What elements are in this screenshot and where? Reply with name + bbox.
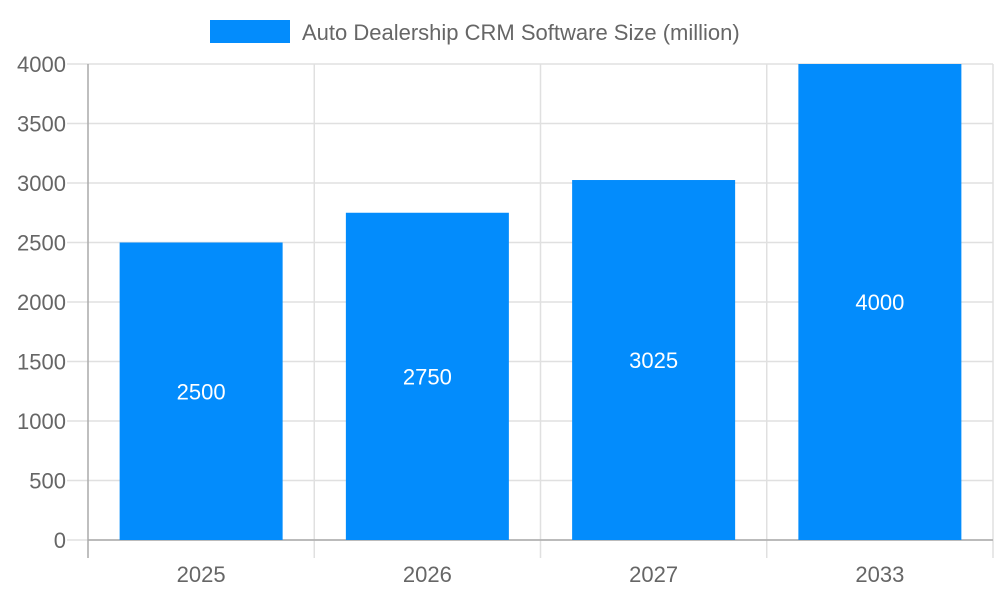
bar-2025[interactable] bbox=[119, 242, 283, 541]
y-tick-label: 1000 bbox=[17, 409, 66, 434]
y-tick-label: 2500 bbox=[17, 231, 66, 256]
x-tick-label: 2033 bbox=[855, 562, 904, 587]
legend-swatch bbox=[210, 20, 290, 43]
grid: 0 500 1000 1500 2000 2500 3000 3500 4000 bbox=[17, 52, 994, 558]
x-tick-label: 2025 bbox=[177, 562, 226, 587]
legend-label: Auto Dealership CRM Software Size (milli… bbox=[302, 20, 740, 45]
y-tick-label: 4000 bbox=[17, 52, 66, 77]
data-label: 3025 bbox=[629, 348, 678, 373]
y-tick-label: 3500 bbox=[17, 112, 66, 137]
y-tick-label: 1500 bbox=[17, 350, 66, 375]
y-tick-label: 500 bbox=[29, 469, 66, 494]
bar-2027[interactable] bbox=[572, 180, 736, 540]
x-tick-label: 2026 bbox=[403, 562, 452, 587]
bars: 2500 2025 2750 2026 3025 2027 4000 2033 bbox=[119, 64, 962, 587]
x-tick-label: 2027 bbox=[629, 562, 678, 587]
y-tick-label: 0 bbox=[54, 528, 66, 553]
data-label: 4000 bbox=[855, 290, 904, 315]
bar-2033[interactable] bbox=[798, 64, 962, 540]
data-label: 2500 bbox=[177, 379, 226, 404]
bar-2026[interactable] bbox=[345, 212, 509, 540]
data-label: 2750 bbox=[403, 364, 452, 389]
legend[interactable]: Auto Dealership CRM Software Size (milli… bbox=[210, 20, 740, 45]
y-tick-label: 3000 bbox=[17, 171, 66, 196]
y-tick-label: 2000 bbox=[17, 290, 66, 315]
